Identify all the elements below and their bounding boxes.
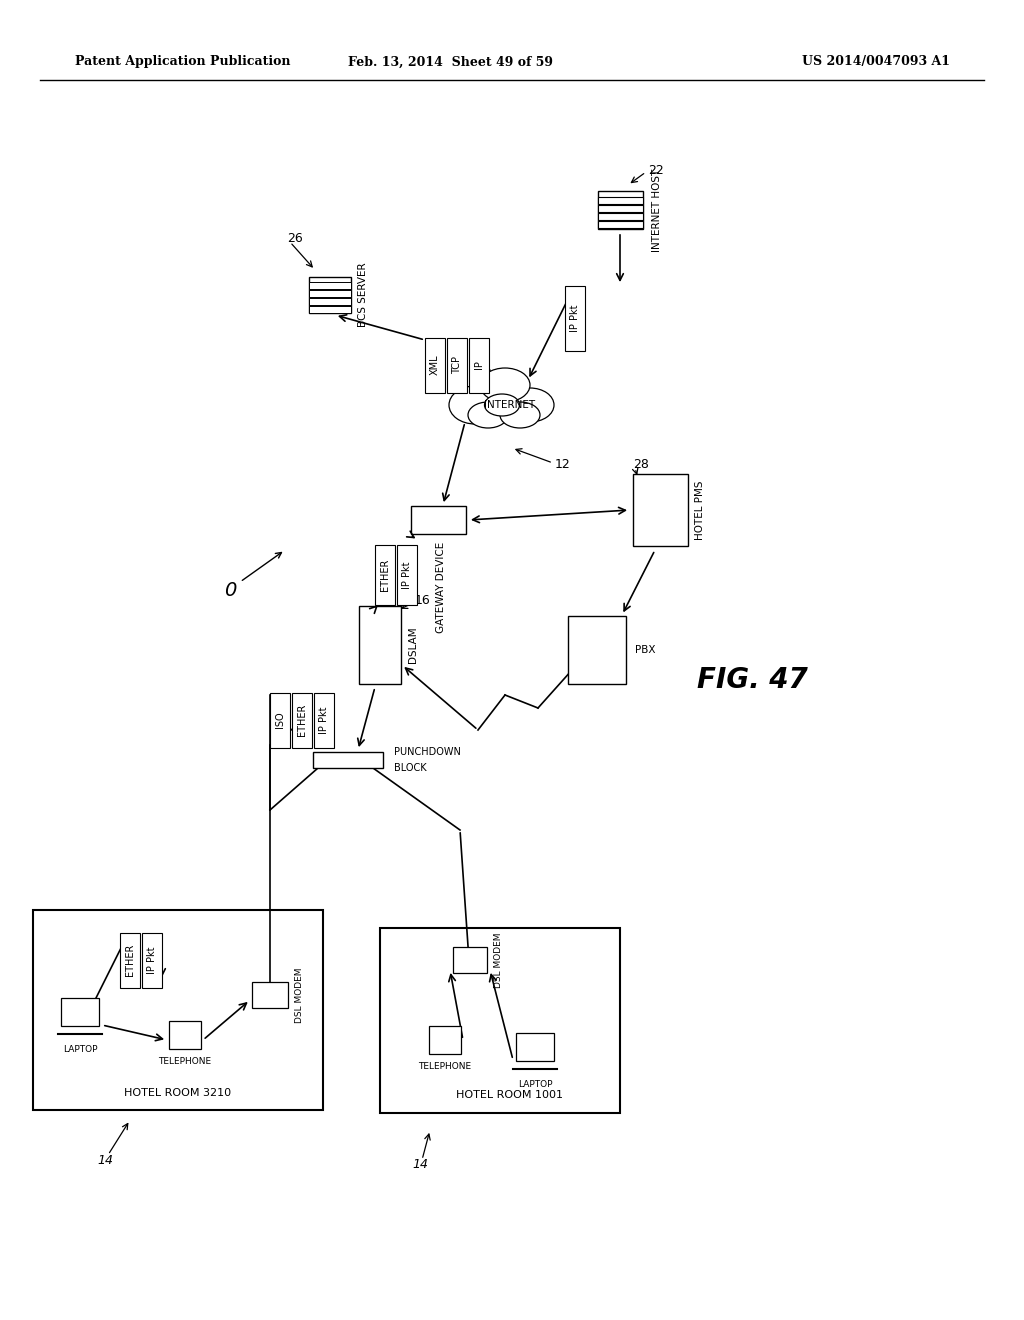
Text: 14: 14 — [97, 1154, 113, 1167]
Bar — [597, 197, 642, 203]
Text: INTERNET: INTERNET — [484, 400, 536, 411]
Bar — [411, 506, 466, 535]
Text: US 2014/0047093 A1: US 2014/0047093 A1 — [802, 55, 950, 69]
Bar — [633, 474, 687, 546]
Text: PBX: PBX — [635, 645, 655, 655]
Bar — [359, 606, 401, 684]
Bar — [453, 946, 487, 973]
Bar — [309, 289, 351, 297]
Bar — [33, 909, 323, 1110]
Text: LAPTOP: LAPTOP — [62, 1045, 97, 1053]
Text: DSL MODEM: DSL MODEM — [494, 932, 503, 987]
Bar — [597, 220, 642, 227]
Text: DSL MODEM: DSL MODEM — [295, 968, 304, 1023]
Bar — [425, 338, 445, 392]
Ellipse shape — [500, 403, 540, 428]
Text: ETHER: ETHER — [125, 944, 135, 977]
Text: XML: XML — [430, 355, 440, 375]
Bar — [309, 297, 351, 305]
Ellipse shape — [506, 388, 554, 422]
Bar — [597, 205, 642, 211]
Text: 16: 16 — [415, 594, 431, 606]
Text: DSLAM: DSLAM — [408, 627, 418, 664]
Text: 0: 0 — [224, 581, 237, 599]
Text: IP Pkt: IP Pkt — [147, 946, 157, 974]
Text: GATEWAY DEVICE: GATEWAY DEVICE — [436, 543, 446, 634]
Text: ISO: ISO — [275, 711, 285, 729]
Bar — [142, 932, 162, 987]
Bar — [565, 285, 585, 351]
Text: 26: 26 — [287, 231, 303, 244]
Bar — [309, 305, 351, 313]
Text: TCP: TCP — [452, 356, 462, 374]
Bar — [169, 1020, 201, 1049]
Text: FIG. 47: FIG. 47 — [696, 667, 807, 694]
Ellipse shape — [484, 393, 519, 416]
Text: Patent Application Publication: Patent Application Publication — [75, 55, 291, 69]
Text: IP: IP — [474, 360, 484, 370]
Ellipse shape — [468, 403, 508, 428]
Text: HOTEL PMS: HOTEL PMS — [695, 480, 705, 540]
Bar — [568, 616, 626, 684]
Text: HOTEL ROOM 1001: HOTEL ROOM 1001 — [457, 1090, 563, 1101]
Bar — [270, 693, 290, 747]
Bar — [597, 213, 642, 219]
Text: BLOCK: BLOCK — [394, 763, 427, 774]
Bar — [309, 281, 351, 289]
Text: IP Pkt: IP Pkt — [570, 304, 580, 331]
Bar — [120, 932, 140, 987]
Bar — [429, 1026, 461, 1053]
Text: IP Pkt: IP Pkt — [319, 706, 329, 734]
Bar — [380, 928, 620, 1113]
Text: 28: 28 — [633, 458, 649, 471]
Bar — [516, 1034, 554, 1061]
Text: Feb. 13, 2014  Sheet 49 of 59: Feb. 13, 2014 Sheet 49 of 59 — [347, 55, 553, 69]
Text: BCS SERVER: BCS SERVER — [358, 263, 368, 327]
Text: 22: 22 — [648, 164, 664, 177]
Bar — [309, 277, 351, 313]
Text: 12: 12 — [555, 458, 570, 471]
Ellipse shape — [480, 368, 530, 403]
Text: ETHER: ETHER — [297, 704, 307, 737]
Bar — [313, 752, 383, 768]
Text: 14: 14 — [412, 1159, 428, 1172]
Bar — [252, 982, 288, 1008]
Text: TELEPHONE: TELEPHONE — [159, 1057, 212, 1067]
Text: ETHER: ETHER — [380, 558, 390, 591]
Ellipse shape — [449, 385, 501, 424]
Bar — [447, 338, 467, 392]
Bar — [375, 545, 395, 605]
Bar — [61, 998, 99, 1026]
Text: HOTEL ROOM 3210: HOTEL ROOM 3210 — [125, 1088, 231, 1098]
Bar — [397, 545, 417, 605]
Text: LAPTOP: LAPTOP — [518, 1080, 552, 1089]
Text: TELEPHONE: TELEPHONE — [419, 1063, 472, 1071]
Bar — [314, 693, 334, 747]
Text: INTERNET HOST: INTERNET HOST — [652, 169, 662, 252]
Bar — [292, 693, 312, 747]
Bar — [469, 338, 489, 392]
Text: IP Pkt: IP Pkt — [402, 561, 412, 589]
Text: PUNCHDOWN: PUNCHDOWN — [394, 747, 461, 756]
Bar — [597, 191, 642, 228]
